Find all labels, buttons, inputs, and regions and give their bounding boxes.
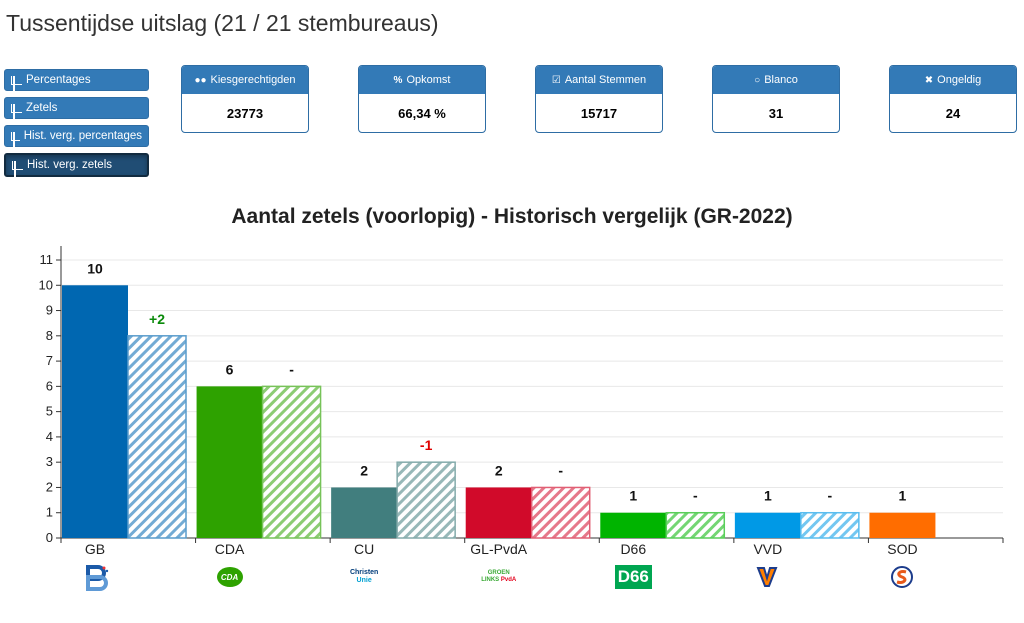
- stat-value: 31: [768, 105, 784, 121]
- y-tick-label: 5: [46, 404, 53, 419]
- party-logo-gb: [70, 563, 120, 591]
- bar-gb-previous: [127, 335, 187, 539]
- stat-value: 66,34 %: [398, 105, 446, 121]
- diff-label: -: [828, 488, 833, 504]
- stat-value: 15717: [580, 105, 618, 121]
- value-label: 2: [495, 462, 503, 478]
- category-label: D66: [620, 541, 646, 557]
- stat-aantal-stemmen: ☑ Aantal Stemmen 15717: [535, 65, 663, 133]
- bar-gl-pvda-current: [465, 487, 532, 538]
- chart-title: Aantal zetels (voorlopig) - Historisch v…: [231, 205, 793, 228]
- value-label: 1: [899, 488, 907, 504]
- bar-vvd-current: [734, 512, 801, 538]
- diff-label: -: [693, 488, 698, 504]
- party-logo-vvd: [743, 563, 793, 591]
- category-label: CDA: [215, 541, 245, 557]
- zetels-button-label: Zetels: [26, 102, 58, 114]
- stat-kiesgerechtigden: ●● Kiesgerechtigden 23773: [181, 65, 309, 133]
- percent-icon: %: [393, 74, 403, 86]
- party-logo-gl-pvda: GROEN LINKS PvdA: [481, 570, 517, 583]
- category-label: CU: [354, 541, 374, 557]
- bar-cda-previous: [261, 385, 322, 539]
- y-tick-label: 7: [46, 353, 53, 368]
- bar-cda-current: [196, 386, 263, 538]
- bar-chart-icon: [11, 75, 22, 92]
- percentages-button-label: Percentages: [26, 74, 91, 86]
- chart-view-nav: Percentages Zetels Hist. verg. percentag…: [4, 69, 149, 183]
- stat-opkomst: % Opkomst 66,34 %: [358, 65, 486, 133]
- stat-value: 23773: [226, 105, 264, 121]
- zetels-button[interactable]: Zetels: [4, 97, 149, 120]
- category-label: GL-PvdA: [470, 541, 527, 557]
- party-logo-cda: CDA: [205, 563, 255, 591]
- diff-label: -: [558, 462, 563, 478]
- y-tick-label: 4: [46, 429, 53, 444]
- percentages-button[interactable]: Percentages: [4, 69, 149, 92]
- bar-chart-icon: [11, 131, 20, 148]
- hist-verg-zetels-button-label: Hist. verg. zetels: [27, 159, 112, 171]
- value-label: 6: [226, 361, 234, 377]
- value-label: 1: [629, 488, 637, 504]
- bar-d66-current: [600, 512, 667, 538]
- y-tick-label: 1: [46, 505, 53, 520]
- x-icon: ✖: [924, 74, 934, 86]
- diff-label: -: [289, 361, 294, 377]
- party-logo-cu: Christen Unie: [349, 569, 379, 584]
- diff-label: -1: [420, 437, 433, 453]
- bar-gl-pvda-previous: [530, 486, 591, 539]
- value-label: 10: [87, 260, 103, 276]
- y-tick-label: 10: [39, 277, 53, 292]
- diff-label: +2: [149, 311, 165, 327]
- users-icon: ●●: [194, 74, 207, 86]
- y-tick-label: 6: [46, 378, 53, 393]
- stat-label: Blanco: [764, 74, 798, 86]
- bar-vvd-previous: [800, 511, 860, 539]
- stat-label: Aantal Stemmen: [564, 74, 647, 86]
- check-square-icon: ☑: [551, 74, 561, 86]
- bar-sod-current: [869, 512, 936, 538]
- y-tick-label: 3: [46, 454, 53, 469]
- bar-chart-icon: [11, 103, 22, 120]
- party-logo-d66: D66: [608, 563, 658, 591]
- y-tick-label: 8: [46, 328, 53, 343]
- hist-verg-percentages-button[interactable]: Hist. verg. percentages: [4, 125, 149, 148]
- y-tick-label: 9: [46, 303, 53, 318]
- y-tick-label: 11: [40, 252, 54, 267]
- stat-label: Ongeldig: [937, 74, 982, 86]
- category-label: SOD: [887, 541, 917, 557]
- bar-cu-previous: [396, 461, 456, 539]
- y-tick-label: 2: [46, 479, 53, 494]
- stat-ongeldig: ✖ Ongeldig 24: [889, 65, 1017, 133]
- stat-label: Kiesgerechtigden: [210, 74, 296, 86]
- category-label: GB: [85, 541, 105, 557]
- bar-gb-current: [62, 285, 128, 538]
- bar-chart-icon: [12, 160, 23, 177]
- hist-verg-zetels-button[interactable]: Hist. verg. zetels: [4, 153, 149, 177]
- bar-d66-previous: [665, 511, 726, 539]
- bar-cu-current: [331, 487, 398, 538]
- party-logo-sod: [877, 563, 927, 591]
- stat-label: Opkomst: [406, 74, 451, 86]
- stat-blanco: ○ Blanco 31: [712, 65, 840, 133]
- circle-icon: ○: [754, 74, 761, 86]
- value-label: 1: [764, 488, 772, 504]
- value-label: 2: [360, 462, 368, 478]
- category-label: VVD: [753, 541, 782, 557]
- stat-value: 24: [945, 105, 961, 121]
- page-title: Tussentijdse uitslag (21 / 21 stembureau…: [6, 10, 439, 36]
- y-tick-label: 0: [46, 530, 53, 545]
- hist-verg-percentages-button-label: Hist. verg. percentages: [23, 130, 142, 142]
